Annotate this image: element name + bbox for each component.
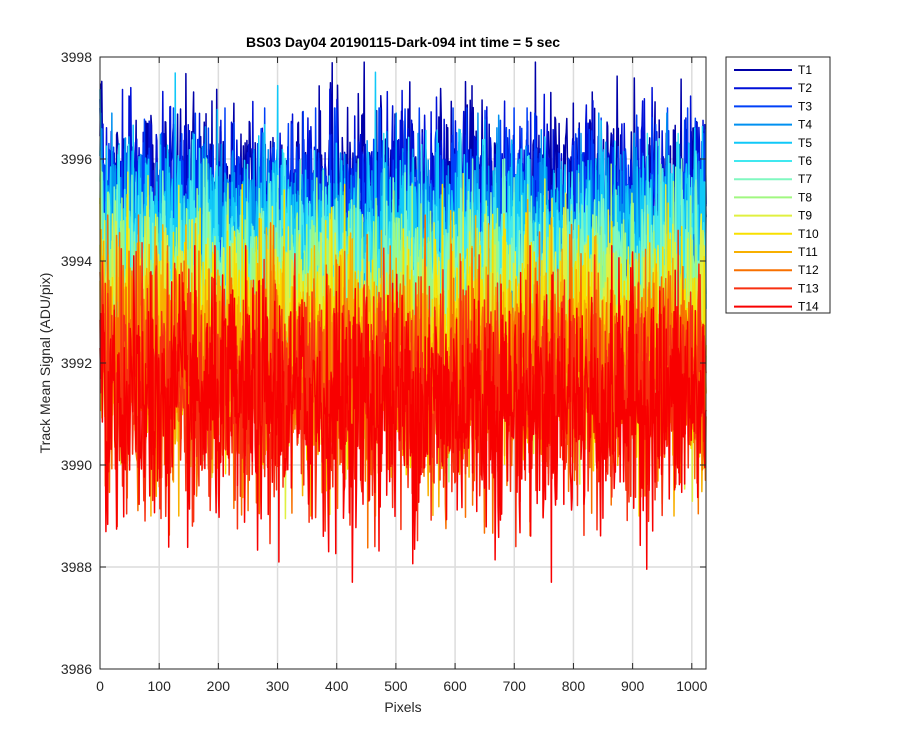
legend-label-t11: T11	[798, 245, 818, 259]
legend-label-t12: T12	[798, 263, 819, 277]
x-tick-label: 600	[443, 678, 467, 694]
legend-label-t3: T3	[798, 99, 812, 113]
legend-label-t5: T5	[798, 136, 812, 150]
legend-label-t7: T7	[798, 172, 812, 186]
chart-title: BS03 Day04 20190115-Dark-094 int time = …	[246, 34, 560, 50]
x-tick-label: 900	[621, 678, 645, 694]
x-axis-label: Pixels	[384, 699, 421, 715]
legend-label-t4: T4	[798, 118, 812, 132]
legend-label-t10: T10	[798, 227, 819, 241]
y-tick-label: 3990	[61, 457, 92, 473]
x-tick-label: 100	[148, 678, 172, 694]
x-tick-label: 0	[96, 678, 104, 694]
y-tick-label: 3994	[61, 253, 92, 269]
legend-label-t2: T2	[798, 81, 812, 95]
y-tick-label: 3988	[61, 559, 92, 575]
x-tick-label: 500	[384, 678, 408, 694]
y-tick-label: 3992	[61, 355, 92, 371]
y-tick-label: 3996	[61, 151, 92, 167]
legend-label-t13: T13	[798, 281, 819, 295]
x-tick-label: 1000	[676, 678, 707, 694]
legend-label-t1: T1	[798, 63, 812, 77]
y-tick-label: 3998	[61, 49, 92, 65]
x-tick-label: 300	[266, 678, 290, 694]
series-line-t14	[99, 244, 707, 584]
y-axis-label: Track Mean Signal (ADU/pix)	[37, 273, 53, 454]
y-ticks: 3986 3988 3990 3992 3994 3996 3998	[61, 49, 706, 677]
x-tick-label: 400	[325, 678, 349, 694]
legend-label-t8: T8	[798, 190, 812, 204]
legend: T1 T2 T3 T4 T5 T6 T7 T8 T9 T10 T11 T12 T13 T14	[725, 56, 831, 314]
legend-label-t6: T6	[798, 154, 812, 168]
x-tick-label: 200	[207, 678, 231, 694]
x-tick-label: 800	[562, 678, 586, 694]
y-tick-label: 3986	[61, 661, 92, 677]
legend-label-t14: T14	[798, 300, 819, 314]
series-lines	[99, 61, 707, 584]
x-tick-label: 700	[503, 678, 527, 694]
legend-label-t9: T9	[798, 209, 812, 223]
x-ticks: 0 100 200 300 400 500 600 700 800 900 1000	[96, 57, 708, 694]
